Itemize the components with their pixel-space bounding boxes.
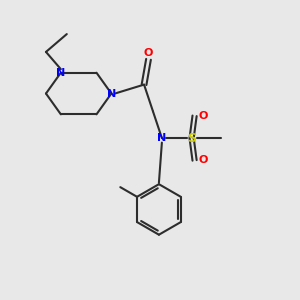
- Text: S: S: [187, 132, 196, 145]
- Text: N: N: [157, 133, 167, 143]
- Text: O: O: [199, 111, 208, 121]
- Text: O: O: [144, 48, 153, 59]
- Text: N: N: [56, 68, 65, 78]
- Text: O: O: [199, 155, 208, 165]
- Text: N: N: [107, 88, 116, 98]
